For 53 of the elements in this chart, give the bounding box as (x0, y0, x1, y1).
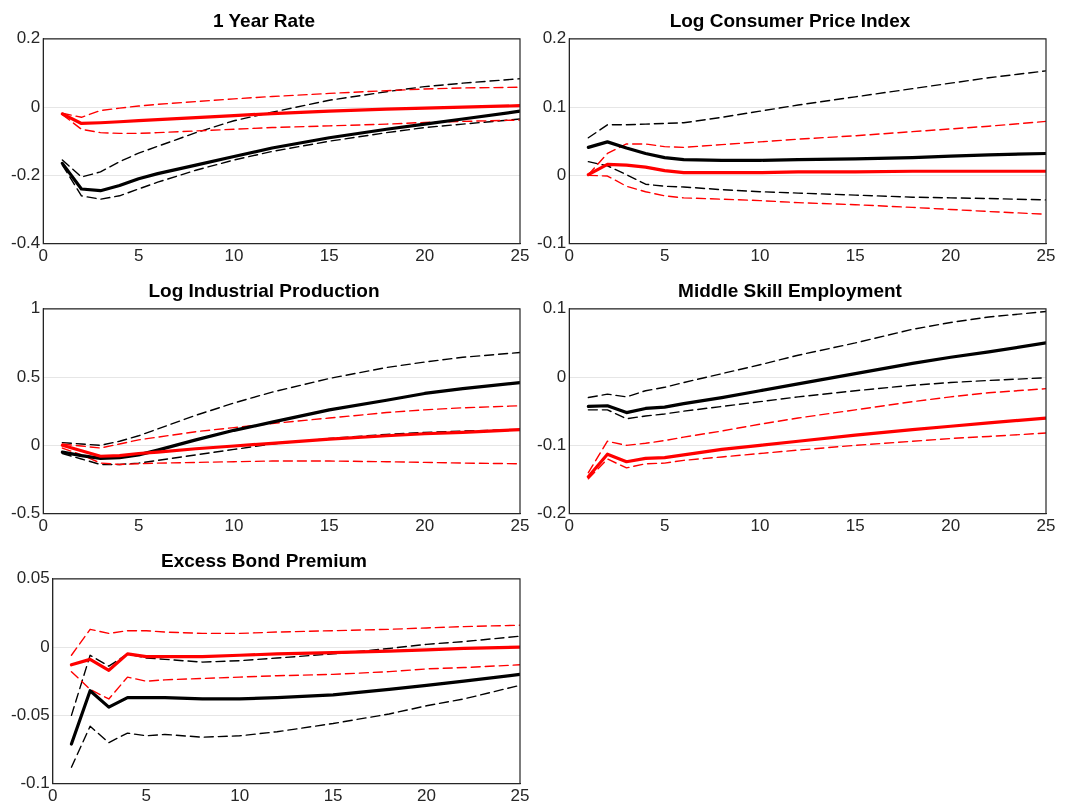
x-tick-label: 20 (941, 246, 961, 266)
y-tick-label: 0.2 (16, 28, 41, 48)
x-tick-label: 5 (133, 516, 144, 536)
y-tick-label: -0.1 (20, 773, 50, 793)
x-tick-label: 10 (224, 516, 244, 536)
x-tick-label: 10 (750, 516, 770, 536)
x-tick-label: 25 (510, 246, 530, 266)
y-tick-label: 0.05 (16, 568, 50, 588)
line-series (70, 635, 520, 717)
x-tick-label: 20 (415, 516, 435, 536)
x-tick-label: 10 (224, 246, 244, 266)
x-tick-label: 25 (1036, 516, 1056, 536)
x-tick-label: 20 (417, 786, 437, 806)
x-tick-label: 5 (659, 246, 670, 266)
x-tick-label: 15 (319, 516, 339, 536)
x-tick-label: 5 (133, 246, 144, 266)
chart-title: Excess Bond Premium (161, 549, 367, 571)
x-tick-label: 25 (510, 786, 530, 806)
x-tick-label: 25 (1036, 246, 1056, 266)
y-tick-label: 0 (40, 636, 50, 656)
x-tick-label: 15 (845, 516, 865, 536)
x-tick-label: 5 (659, 516, 670, 536)
chart-title: Middle Skill Employment (678, 279, 903, 301)
y-tick-label: -0.1 (537, 435, 567, 455)
y-tick-label: 0 (556, 366, 567, 386)
x-tick-label: 20 (941, 516, 961, 536)
x-tick-label: 25 (510, 516, 530, 536)
chart-title: Log Industrial Production (148, 279, 380, 301)
y-tick-label: 0.1 (542, 96, 567, 116)
line-series (587, 70, 1046, 139)
y-tick-label: -0.2 (11, 165, 41, 185)
y-tick-label: 0 (30, 96, 41, 116)
line-series (61, 351, 520, 447)
y-tick-label: 0 (556, 165, 567, 185)
x-tick-label: 5 (141, 786, 151, 806)
line-series (587, 310, 1046, 399)
x-tick-label: 15 (845, 246, 865, 266)
y-tick-label: 0.2 (542, 28, 567, 48)
y-tick-label: 0.5 (16, 366, 41, 386)
y-tick-label: 0 (30, 435, 41, 455)
x-tick-label: 15 (319, 246, 339, 266)
x-tick-label: 15 (323, 786, 343, 806)
x-tick-label: 10 (750, 246, 770, 266)
line-series (70, 664, 520, 700)
line-series (70, 684, 520, 768)
chart-title: 1 Year Rate (212, 9, 316, 31)
y-tick-label: 0.1 (542, 298, 567, 318)
line-series (587, 387, 1046, 474)
y-tick-label: -0.05 (11, 705, 50, 725)
x-tick-label: 10 (230, 786, 250, 806)
x-tick-label: 20 (415, 246, 435, 266)
y-tick-label: 1 (30, 298, 41, 318)
chart-title: Log Consumer Price Index (669, 9, 911, 31)
